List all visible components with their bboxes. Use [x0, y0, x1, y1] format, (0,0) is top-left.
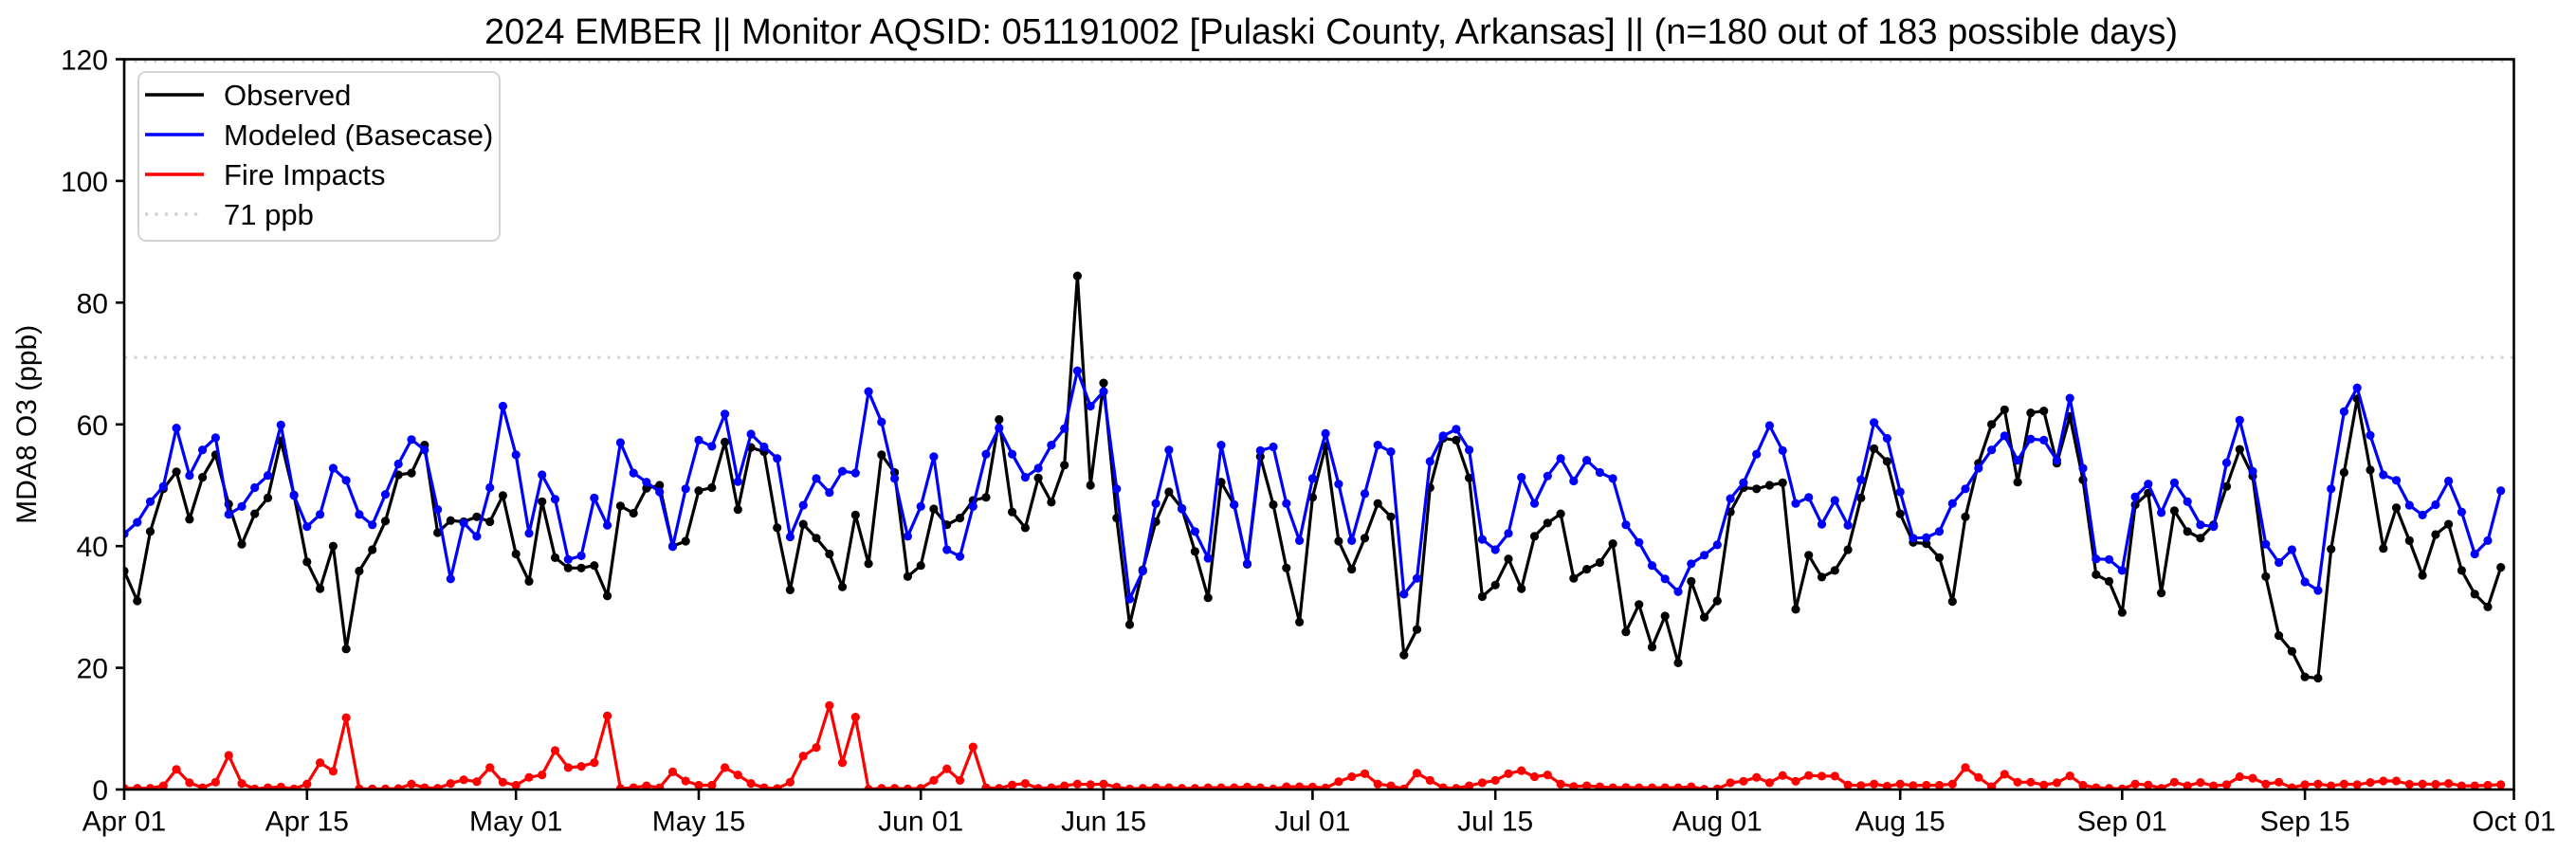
svg-text:40: 40 [77, 532, 108, 563]
svg-text:May 01: May 01 [469, 806, 562, 837]
svg-text:Apr 15: Apr 15 [265, 806, 349, 837]
svg-text:Jun 01: Jun 01 [878, 806, 963, 837]
svg-text:71 ppb: 71 ppb [224, 198, 314, 231]
svg-text:Jul 01: Jul 01 [1274, 806, 1350, 837]
svg-text:Observed: Observed [224, 79, 351, 112]
svg-text:Fire Impacts: Fire Impacts [224, 158, 386, 191]
svg-text:Jun 15: Jun 15 [1061, 806, 1146, 837]
svg-text:Oct 01: Oct 01 [2472, 806, 2555, 837]
svg-text:Sep 01: Sep 01 [2077, 806, 2167, 837]
svg-text:Jul 15: Jul 15 [1457, 806, 1533, 837]
svg-text:Sep 15: Sep 15 [2260, 806, 2350, 837]
svg-text:2024 EMBER || Monitor AQSID: 0: 2024 EMBER || Monitor AQSID: 051191002 [… [484, 12, 2178, 52]
svg-text:May 15: May 15 [652, 806, 745, 837]
svg-text:20: 20 [77, 654, 108, 685]
svg-text:MDA8 O3 (ppb): MDA8 O3 (ppb) [11, 325, 43, 524]
svg-text:Apr 01: Apr 01 [82, 806, 166, 837]
svg-text:0: 0 [92, 775, 108, 807]
svg-text:100: 100 [61, 167, 108, 198]
svg-text:Aug 15: Aug 15 [1855, 806, 1946, 837]
svg-text:Aug 01: Aug 01 [1672, 806, 1763, 837]
svg-text:80: 80 [77, 288, 108, 319]
svg-text:Modeled (Basecase): Modeled (Basecase) [224, 118, 493, 152]
svg-text:120: 120 [61, 45, 108, 77]
svg-text:60: 60 [77, 410, 108, 442]
